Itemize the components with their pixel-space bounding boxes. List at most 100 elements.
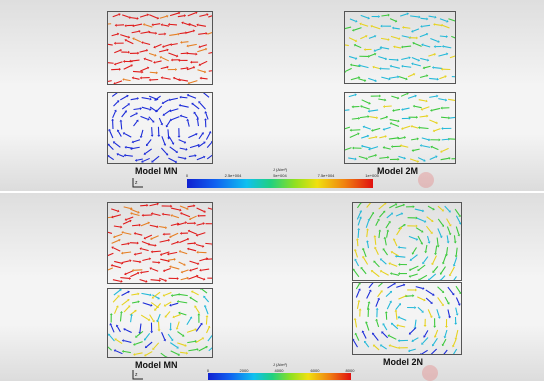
field-arrow-head — [403, 136, 407, 139]
field-arrow-shaft — [170, 350, 179, 355]
bottom-left-model-label: Model MN — [135, 360, 178, 370]
field-arrow-head — [210, 140, 212, 143]
field-arrow-head — [193, 111, 197, 115]
field-arrow-head — [358, 117, 361, 120]
field-arrow-shaft — [419, 115, 427, 118]
field-arrow-head — [196, 274, 199, 278]
field-arrow-shaft — [357, 229, 360, 238]
field-arrow-shaft — [144, 332, 151, 340]
field-arrow-head — [420, 242, 424, 245]
field-arrow-shaft — [171, 116, 180, 121]
field-arrow-head — [367, 16, 370, 20]
field-arrow-head — [186, 247, 190, 251]
field-arrow-shaft — [390, 263, 398, 267]
field-arrow-shaft — [111, 239, 120, 244]
field-arrow-shaft — [179, 205, 188, 210]
field-arrow-shaft — [388, 137, 398, 140]
field-arrow-shaft — [409, 327, 417, 334]
field-arrow-head — [384, 311, 388, 314]
field-arrow-head — [178, 103, 181, 107]
field-arrow-head — [359, 22, 362, 26]
field-arrow-head — [165, 226, 168, 230]
field-arrow-head — [146, 66, 150, 70]
field-arrow-head — [124, 272, 127, 276]
field-arrow-head — [379, 270, 383, 273]
field-arrow-shaft — [345, 26, 352, 30]
field-arrow-head — [180, 40, 183, 44]
field-arrow-shaft — [366, 203, 372, 208]
field-arrow-shaft — [359, 116, 368, 119]
field-arrow-head — [178, 12, 181, 15]
field-arrow-head — [349, 128, 352, 132]
field-arrow-shaft — [422, 44, 431, 48]
field-arrow-shaft — [417, 306, 423, 312]
field-arrow-shaft — [120, 121, 123, 130]
field-arrow-shaft — [121, 104, 129, 110]
field-arrow-head — [160, 76, 163, 80]
field-arrow-head — [150, 303, 153, 307]
field-arrow-head — [154, 53, 157, 57]
field-arrow-head — [428, 138, 431, 142]
field-arrow-head — [116, 152, 119, 156]
field-arrow-head — [169, 43, 173, 47]
field-arrow-shaft — [386, 213, 392, 219]
field-arrow-head — [189, 268, 192, 272]
field-arrow-shaft — [355, 289, 360, 298]
bottom-left-lower-box — [107, 288, 213, 358]
field-arrow-head — [205, 345, 208, 349]
field-arrow-head — [155, 71, 159, 75]
field-arrow-head — [454, 322, 458, 325]
field-arrow-head — [373, 49, 376, 52]
field-arrow-shaft — [207, 334, 212, 342]
field-arrow-shaft — [167, 129, 170, 138]
field-arrow-head — [183, 14, 187, 18]
field-arrow-shaft — [426, 235, 430, 242]
field-arrow-head — [111, 118, 115, 121]
field-arrow-head — [387, 334, 391, 338]
field-arrow-shaft — [163, 213, 171, 216]
field-arrow-shaft — [348, 55, 356, 59]
bottom-legend-tick: 4000 — [274, 368, 284, 373]
field-arrow-shaft — [434, 329, 439, 337]
field-arrow-shaft — [140, 129, 144, 137]
field-arrow-shaft — [419, 274, 428, 280]
field-arrow-shaft — [430, 348, 438, 354]
field-arrow-head — [186, 93, 190, 97]
field-arrow-shaft — [112, 14, 120, 18]
field-arrow-head — [170, 204, 173, 208]
field-arrow-head — [391, 26, 395, 30]
field-arrow-shaft — [423, 256, 429, 263]
field-arrow-shaft — [369, 109, 379, 112]
field-arrow-head — [114, 109, 117, 113]
field-arrow-shaft — [111, 93, 118, 97]
field-arrow-head — [204, 111, 208, 114]
field-arrow-head — [424, 251, 428, 254]
field-arrow-head — [113, 82, 116, 84]
field-arrow-shaft — [162, 24, 170, 27]
field-arrow-shaft — [186, 67, 194, 71]
field-arrow-head — [441, 209, 445, 212]
field-arrow-head — [203, 304, 207, 308]
field-arrow-head — [169, 235, 172, 239]
field-arrow-shaft — [446, 235, 449, 242]
field-arrow-shaft — [117, 130, 122, 137]
field-arrow-head — [117, 295, 120, 298]
field-arrow-head — [389, 290, 393, 294]
field-arrow-shaft — [187, 12, 197, 17]
field-arrow-shaft — [159, 277, 166, 281]
field-arrow-head — [408, 268, 412, 271]
field-arrow-shaft — [349, 18, 356, 22]
field-arrow-head — [143, 57, 146, 61]
field-arrow-shaft — [455, 297, 460, 305]
field-arrow-shaft — [108, 252, 114, 257]
top-left-lower-box — [107, 92, 213, 164]
field-arrow-shaft — [422, 106, 430, 110]
field-arrow-head — [367, 218, 371, 221]
field-arrow-shaft — [439, 76, 446, 80]
field-arrow-shaft — [153, 23, 161, 26]
field-arrow-head — [454, 255, 458, 258]
field-arrow-head — [372, 332, 375, 336]
field-arrow-head — [180, 212, 183, 215]
field-arrow-shaft — [396, 284, 404, 288]
field-arrow-shaft — [389, 18, 396, 22]
